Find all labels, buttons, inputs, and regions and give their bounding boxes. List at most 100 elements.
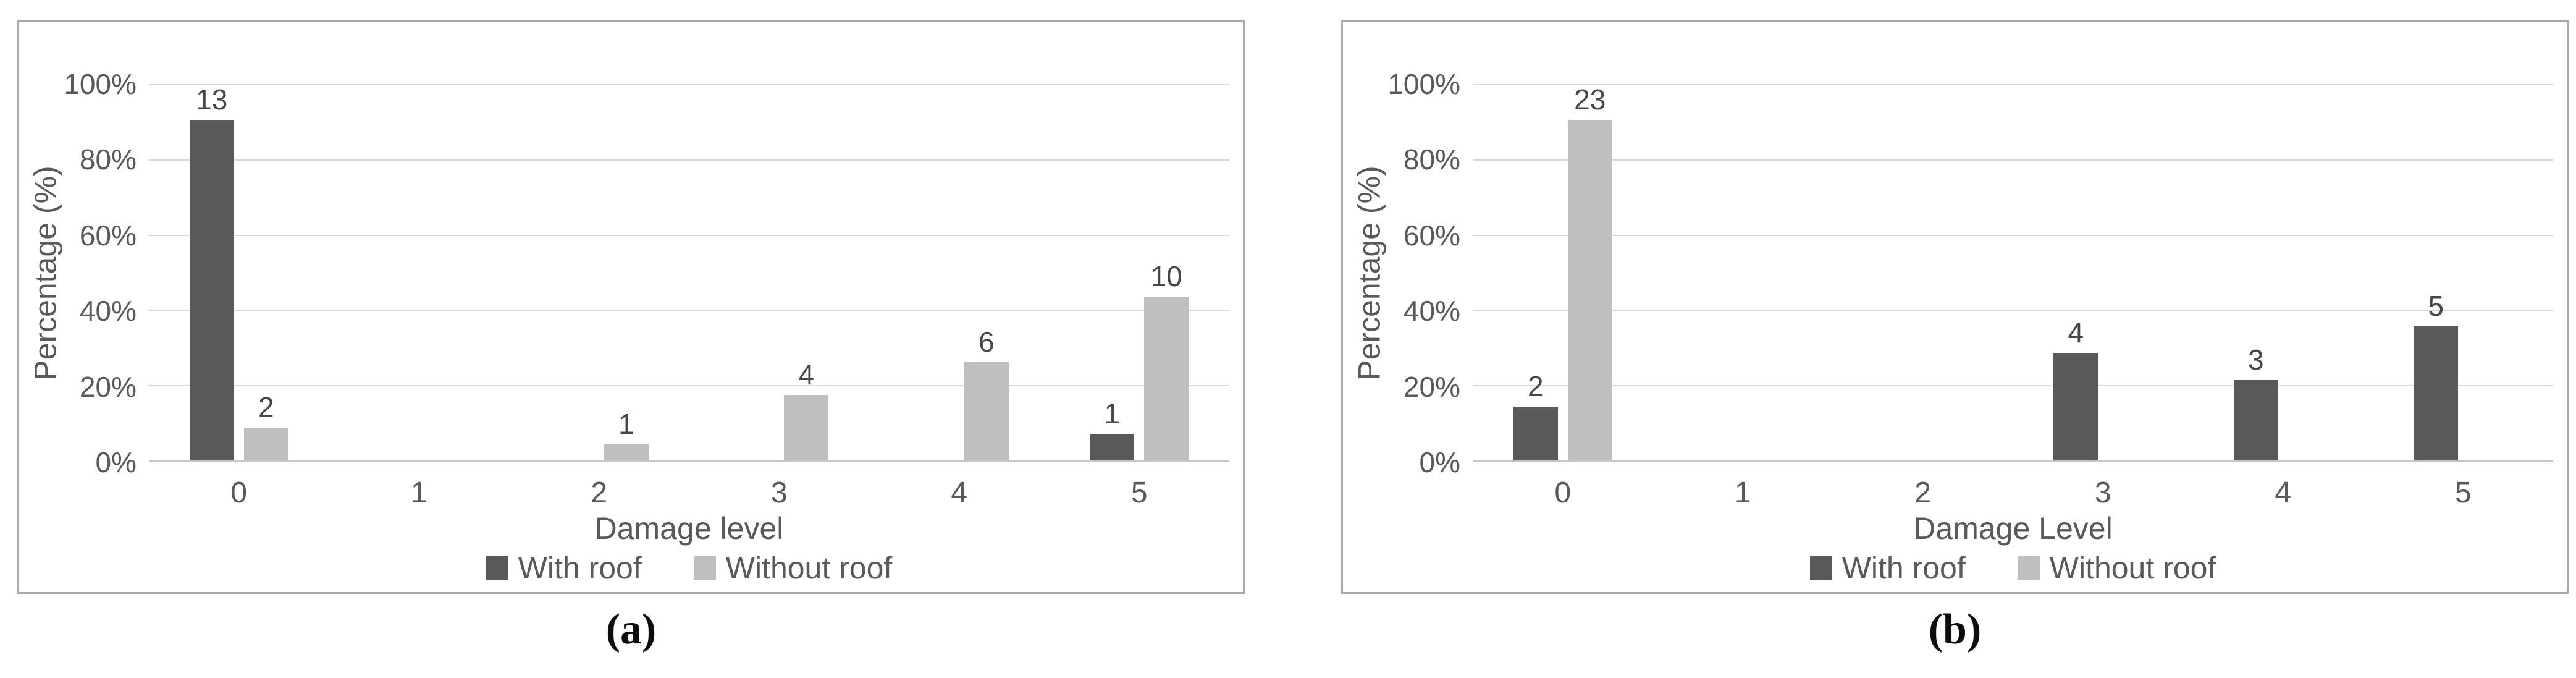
y-tick-label: 80% (1403, 143, 1460, 176)
legend-swatch-with-roof (486, 556, 508, 580)
caption-a: (a) (605, 606, 657, 653)
legend-label-without-roof: Without roof (725, 551, 893, 585)
x-category-label-1: 1 (1734, 477, 1751, 509)
y-tick-label: 80% (79, 143, 137, 176)
y-axis-title-wrap: Percentage (%) (1343, 84, 1396, 462)
gridline (149, 159, 1229, 161)
legend-item-without-roof: Without roof (693, 550, 893, 586)
bar-value-label: 4 (2068, 316, 2084, 349)
bar-with-roof-4 (2233, 379, 2278, 460)
gridline (149, 84, 1229, 85)
y-axis-title: Percentage (%) (1352, 166, 1387, 381)
bar-value-label: 6 (978, 326, 995, 358)
bar-value-label: 23 (1574, 83, 1606, 116)
bar-group-without-roof-5 (2468, 84, 2512, 460)
legend-item-with-roof: With roof (1809, 550, 1966, 586)
bar-group-without-roof-0: 2 (243, 84, 288, 460)
category-slot-1 (329, 84, 510, 460)
bar-group-with-roof-1 (1693, 84, 1738, 460)
category-slot-0: 13 2 (149, 84, 329, 460)
category-slot-2: 1 (509, 84, 689, 460)
x-axis-title: Damage level (594, 511, 784, 546)
x-labels: 0 1 2 3 4 5 (149, 462, 1229, 511)
x-category-label-1: 1 (410, 477, 427, 509)
y-tick-label: 60% (79, 219, 137, 252)
x-labels: 0 1 2 3 4 5 (1473, 462, 2553, 511)
bar-group-with-roof-2 (1874, 84, 1918, 460)
bar-value-label: 2 (1527, 370, 1544, 402)
x-axis-title: Damage Level (1913, 511, 2113, 546)
category-slot-4: 3 (2193, 84, 2373, 460)
gridline (1473, 385, 2553, 387)
bar-without-roof-4 (964, 362, 1009, 460)
category-slot-4: 6 (869, 84, 1050, 460)
x-category-label-2: 2 (1914, 477, 1932, 509)
chart-a-grid: Percentage (%) 0% 20% 40% 60% 80% 100% 13 2 1 4 6… (19, 70, 1243, 586)
bar-without-roof-0 (243, 428, 288, 460)
legend-swatch-with-roof (1809, 556, 1832, 580)
bar-group-without-roof-1 (424, 84, 468, 460)
category-slot-3: 4 (689, 84, 870, 460)
y-tick-label: 20% (1403, 370, 1460, 403)
bars: 2 23 4 3 5 (1473, 84, 2553, 460)
bar-group-without-roof-2: 1 (604, 84, 649, 460)
bar-without-roof-0 (1567, 120, 1612, 460)
bar-value-label: 10 (1150, 260, 1182, 293)
bar-without-roof-5 (1144, 297, 1189, 460)
caption-b: (b) (1928, 606, 1982, 653)
bar-group-with-roof-0: 13 (189, 83, 234, 460)
gridline (1473, 234, 2553, 236)
category-slot-5: 5 (2373, 84, 2554, 460)
plot-area: 13 2 1 4 6 1 10 (149, 84, 1229, 462)
bar-with-roof-5 (1090, 433, 1135, 460)
legend-label-with-roof: With roof (518, 551, 642, 585)
bar-group-with-roof-1 (369, 84, 414, 460)
bar-value-label: 4 (798, 358, 815, 391)
legend-label-without-roof: Without roof (2049, 551, 2216, 585)
x-category-label-4: 4 (951, 477, 968, 509)
x-category-label-5: 5 (2454, 477, 2472, 509)
y-tick-label: 40% (79, 295, 137, 328)
y-axis-title-wrap: Percentage (%) (19, 84, 72, 462)
bar-group-with-roof-4 (910, 84, 954, 460)
x-category-label-2: 2 (591, 477, 608, 509)
category-slot-5: 1 10 (1050, 84, 1230, 460)
bar-group-with-roof-5: 5 (2414, 84, 2459, 460)
y-tick-label: 60% (1403, 219, 1460, 252)
bar-group-with-roof-0: 2 (1513, 84, 1558, 460)
bars: 13 2 1 4 6 1 10 (149, 84, 1229, 460)
bar-group-without-roof-2 (1928, 84, 1972, 460)
y-tick-label: 40% (1403, 295, 1460, 328)
bar-without-roof-3 (784, 395, 829, 460)
y-axis-title: Percentage (%) (28, 166, 64, 381)
bar-value-label: 2 (258, 391, 274, 424)
bar-group-with-roof-3: 4 (2053, 84, 2098, 460)
gridlines (1473, 84, 2553, 460)
bar-value-label: 13 (196, 83, 228, 116)
gridline (1473, 159, 2553, 161)
bar-value-label: 3 (2247, 343, 2264, 376)
category-slot-3: 4 (2013, 84, 2194, 460)
bar-without-roof-2 (604, 444, 649, 460)
legend-item-without-roof: Without roof (2017, 550, 2216, 586)
bar-value-label: 1 (1104, 397, 1121, 430)
bar-group-with-roof-3 (730, 84, 774, 460)
bar-with-roof-5 (2414, 326, 2459, 460)
gridline (1473, 310, 2553, 311)
bar-group-without-roof-3 (2108, 84, 2152, 460)
bar-group-without-roof-0: 23 (1567, 83, 1612, 460)
legend: With roof Without roof (149, 545, 1229, 586)
x-category-label-0: 0 (230, 477, 248, 509)
bar-with-roof-0 (1513, 406, 1558, 460)
gridline (149, 234, 1229, 236)
bar-group-without-roof-3: 4 (784, 84, 829, 460)
figure-panels: Percentage (%) 0% 20% 40% 60% 80% 100% 13 2 1 4 6… (17, 20, 2569, 594)
y-axis-ticks: 0% 20% 40% 60% 80% 100% (64, 70, 149, 477)
chart-panel-b: Percentage (%) 0% 20% 40% 60% 80% 100% 2 23 4 3 5… (1341, 20, 2569, 594)
bar-with-roof-0 (189, 120, 234, 460)
x-category-label-3: 3 (770, 477, 788, 509)
bar-with-roof-3 (2053, 352, 2098, 460)
y-axis-ticks: 0% 20% 40% 60% 80% 100% (1387, 70, 1473, 477)
bar-group-without-roof-4 (2288, 84, 2333, 460)
x-category-label-4: 4 (2275, 477, 2292, 509)
